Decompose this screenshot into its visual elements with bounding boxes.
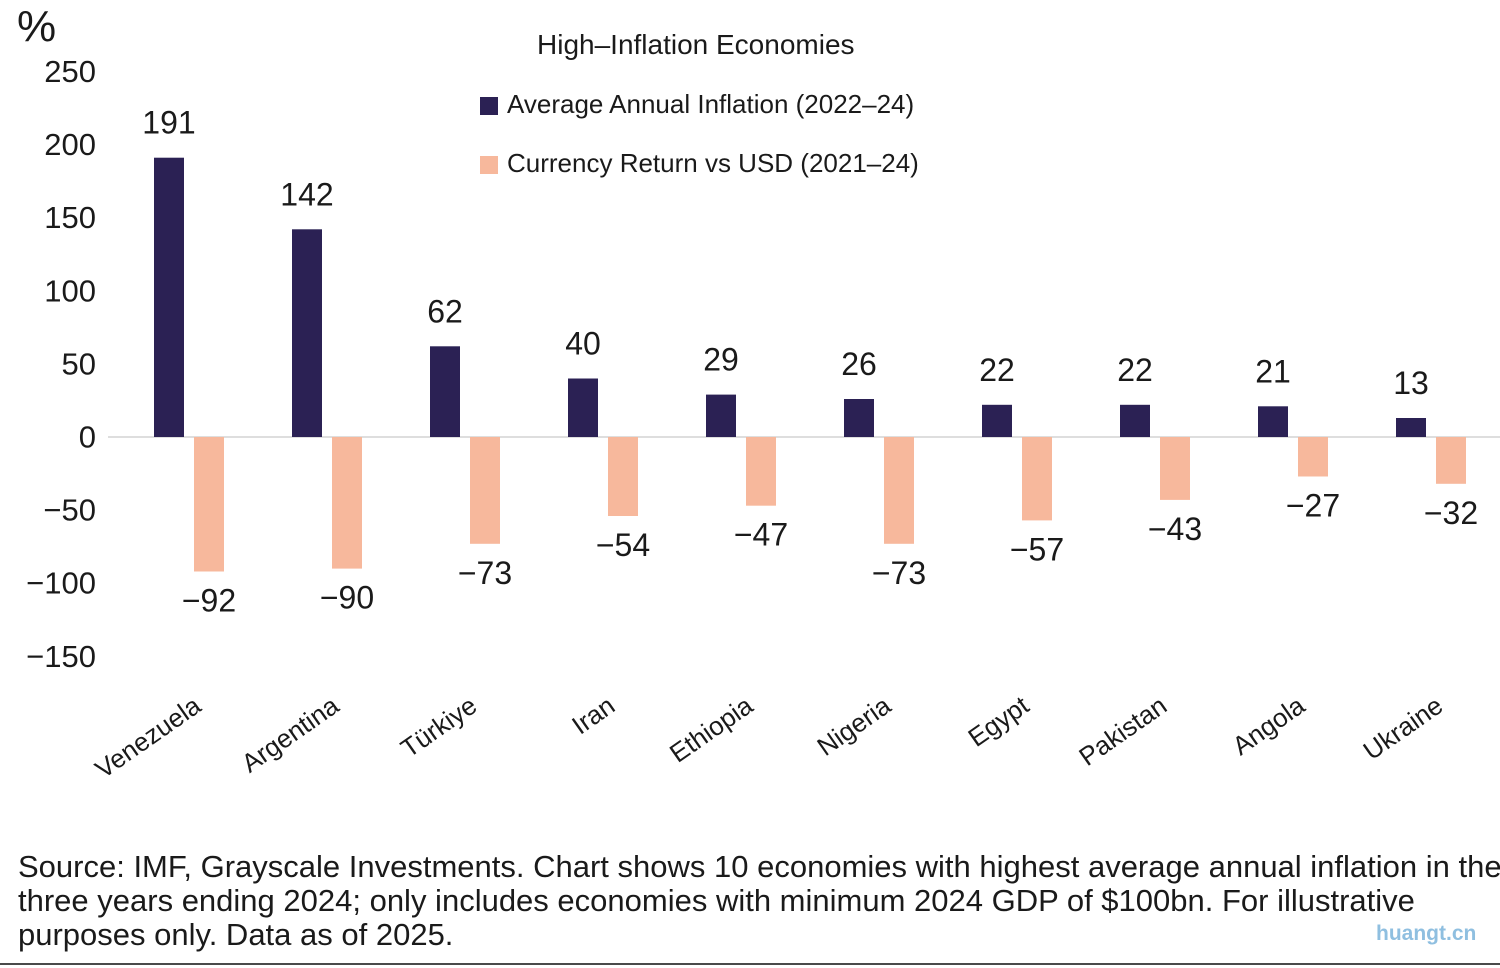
svg-text:200: 200 <box>44 127 96 162</box>
svg-text:150: 150 <box>44 200 96 235</box>
svg-text:−92: −92 <box>182 583 236 619</box>
svg-text:−27: −27 <box>1286 488 1340 524</box>
svg-text:191: 191 <box>142 105 195 141</box>
svg-text:−50: −50 <box>43 493 96 528</box>
svg-text:62: 62 <box>427 293 463 329</box>
svg-text:−150: −150 <box>26 639 96 674</box>
svg-text:−47: −47 <box>734 517 788 553</box>
svg-text:40: 40 <box>565 326 601 362</box>
svg-text:−54: −54 <box>596 527 650 563</box>
svg-text:22: 22 <box>1117 352 1153 388</box>
svg-text:50: 50 <box>62 346 96 381</box>
svg-text:26: 26 <box>841 346 877 382</box>
svg-text:22: 22 <box>979 352 1015 388</box>
svg-text:−32: −32 <box>1424 495 1478 531</box>
svg-text:100: 100 <box>44 273 96 308</box>
svg-text:−73: −73 <box>872 555 926 591</box>
svg-text:0: 0 <box>79 420 96 455</box>
svg-text:13: 13 <box>1393 365 1429 401</box>
svg-text:−90: −90 <box>320 580 374 616</box>
svg-text:250: 250 <box>44 54 96 89</box>
svg-text:−73: −73 <box>458 555 512 591</box>
svg-text:21: 21 <box>1255 353 1291 389</box>
svg-text:29: 29 <box>703 342 739 378</box>
svg-text:142: 142 <box>280 176 333 212</box>
svg-text:−100: −100 <box>26 566 96 601</box>
svg-text:−43: −43 <box>1148 511 1202 547</box>
svg-text:−57: −57 <box>1010 531 1064 567</box>
